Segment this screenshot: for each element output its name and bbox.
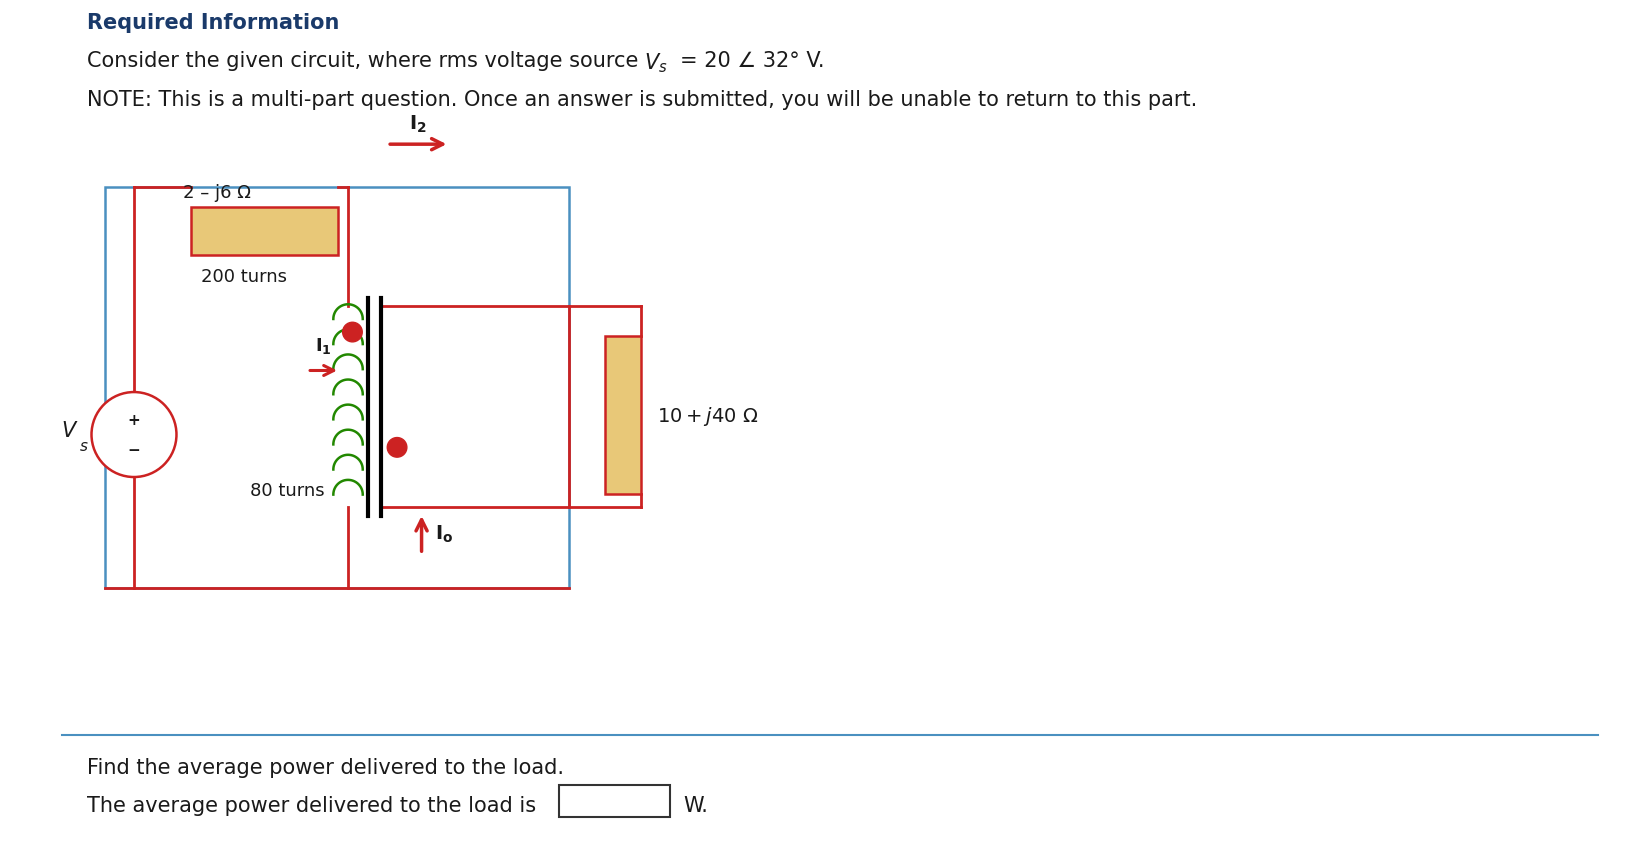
Text: +: + (127, 413, 141, 427)
Bar (191, 208, 338, 256)
Text: Required Information: Required Information (87, 13, 338, 32)
Text: Consider the given circuit, where rms voltage source: Consider the given circuit, where rms vo… (87, 51, 644, 71)
Text: −: − (127, 443, 141, 457)
Text: Find the average power delivered to the load.: Find the average power delivered to the … (87, 757, 564, 777)
Bar (105, 188, 569, 589)
Text: $\mathbf{I_o}$: $\mathbf{I_o}$ (435, 524, 453, 544)
Bar (605, 337, 641, 495)
Text: = 20 ∠ 32° V.: = 20 ∠ 32° V. (680, 51, 824, 71)
Circle shape (343, 323, 363, 342)
Text: 80 turns: 80 turns (250, 481, 325, 499)
Text: NOTE: This is a multi-part question. Once an answer is submitted, you will be un: NOTE: This is a multi-part question. Onc… (87, 90, 1196, 109)
Circle shape (92, 392, 176, 478)
Bar (559, 785, 670, 817)
Text: $\mathbf{I_2}$: $\mathbf{I_2}$ (410, 113, 426, 135)
Text: 2 – j6 Ω: 2 – j6 Ω (183, 183, 252, 201)
Text: $V$: $V$ (60, 421, 78, 441)
Text: W.: W. (683, 795, 708, 815)
Text: $V_s$: $V_s$ (644, 51, 667, 75)
Text: $\mathbf{I_1}$: $\mathbf{I_1}$ (315, 336, 332, 356)
Text: $10 + j40\ \Omega$: $10 + j40\ \Omega$ (657, 404, 758, 427)
Text: 200 turns: 200 turns (201, 268, 288, 286)
Text: The average power delivered to the load is: The average power delivered to the load … (87, 795, 536, 815)
Text: $s$: $s$ (78, 438, 88, 453)
Circle shape (387, 438, 407, 457)
